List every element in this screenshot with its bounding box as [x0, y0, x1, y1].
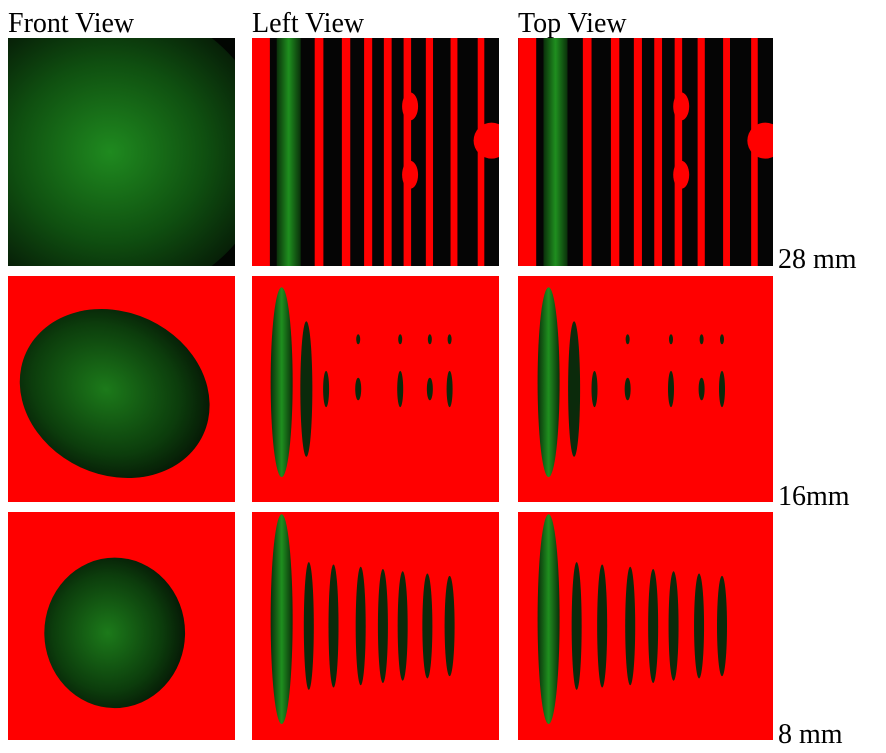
- fringe-main: [538, 287, 560, 477]
- fringe: [364, 38, 372, 266]
- fringe: [315, 38, 324, 266]
- fringe-blob: [673, 92, 689, 120]
- fringe-blob: [474, 123, 510, 159]
- fringe: [356, 334, 360, 344]
- fringe: [675, 38, 683, 266]
- fringe: [592, 371, 598, 407]
- fringe: [611, 38, 619, 266]
- image-panel: [518, 276, 773, 502]
- fringe: [445, 576, 455, 676]
- fringe: [426, 38, 433, 266]
- fringe: [451, 38, 458, 266]
- figure: Front View Left View Top View 28 mm 16mm…: [0, 0, 886, 753]
- fringe: [384, 38, 392, 266]
- fringe: [355, 378, 361, 401]
- fringe: [634, 38, 642, 266]
- fringe: [356, 567, 366, 686]
- fringe: [329, 564, 339, 687]
- fringe: [323, 371, 329, 407]
- fringe-blob: [402, 92, 418, 120]
- column-header: Left View: [252, 8, 365, 39]
- row-label: 8 mm: [778, 719, 843, 750]
- fringe: [648, 569, 658, 683]
- fringe: [300, 321, 312, 457]
- fringe: [669, 334, 673, 344]
- column-header: Front View: [8, 8, 135, 39]
- fringe: [304, 562, 314, 690]
- fringe: [404, 38, 412, 266]
- image-panel: [252, 276, 499, 502]
- fringe: [723, 38, 730, 266]
- fringe: [342, 38, 350, 266]
- fringe: [626, 334, 630, 344]
- fringe: [698, 38, 705, 266]
- fringe: [719, 371, 725, 407]
- image-panel: [518, 38, 783, 266]
- fringe: [397, 371, 403, 407]
- image-panel: [0, 4, 269, 300]
- fringe: [583, 38, 592, 266]
- fringe-green: [277, 38, 301, 266]
- fringe: [398, 571, 408, 680]
- fringe: [398, 334, 402, 344]
- fringe: [572, 562, 582, 690]
- image-panel: [252, 38, 510, 266]
- fringe-main: [271, 287, 293, 477]
- image-panel: [518, 512, 773, 740]
- image-panel: [252, 512, 499, 740]
- fringe: [700, 334, 704, 344]
- fringe: [694, 574, 704, 679]
- fringe: [427, 378, 433, 401]
- fringe-blob: [673, 161, 689, 189]
- fringe: [422, 574, 432, 679]
- fringe: [654, 38, 662, 266]
- fringe: [448, 334, 452, 344]
- fringe: [518, 38, 536, 266]
- fringe: [568, 321, 580, 457]
- beam-spot: [44, 558, 185, 708]
- image-panel: [0, 276, 238, 509]
- fringe: [669, 571, 679, 680]
- fringe-green: [544, 38, 568, 266]
- fringe-blob: [747, 123, 783, 159]
- fringe: [597, 564, 607, 687]
- column-header: Top View: [518, 8, 627, 39]
- row-label: 16mm: [778, 481, 850, 512]
- fringe: [378, 569, 388, 683]
- fringe: [699, 378, 705, 401]
- fringe-blob: [402, 161, 418, 189]
- row-label: 28 mm: [778, 244, 857, 275]
- fringe-main: [538, 514, 560, 724]
- fringe: [428, 334, 432, 344]
- fringe: [720, 334, 724, 344]
- fringe: [447, 371, 453, 407]
- fringe: [625, 567, 635, 686]
- image-panel: [8, 512, 235, 740]
- fringe-main: [271, 514, 293, 724]
- fringe: [717, 576, 727, 676]
- fringe: [625, 378, 631, 401]
- fringe: [668, 371, 674, 407]
- fringe: [252, 38, 270, 266]
